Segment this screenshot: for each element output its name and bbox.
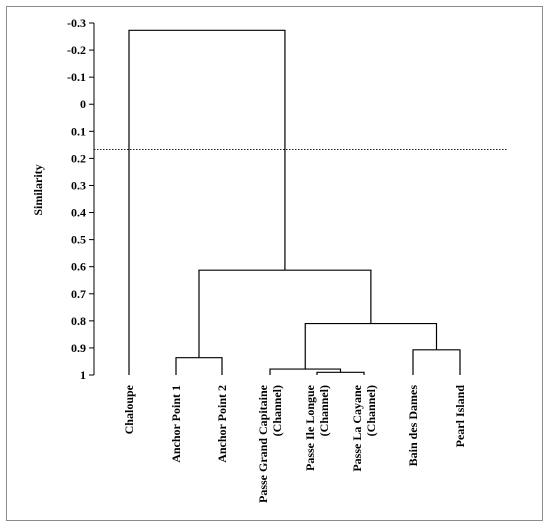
y-tick-label: 0.1 [71, 124, 86, 138]
leaf-label: Passe Grand Capitaine (Channel) [256, 384, 284, 503]
y-tick-label: 0.2 [71, 151, 86, 165]
y-tick-label: 1 [80, 368, 86, 382]
y-tick-label: -0.2 [67, 43, 86, 57]
leaf-label-line: (Channel) [270, 385, 284, 436]
leaf-label-line: (Channel) [317, 385, 331, 436]
leaf-label: Pearl Island [453, 385, 467, 448]
y-tick-label: 0.6 [71, 260, 86, 274]
dendrogram-links [128, 29, 461, 375]
leaf-label-line: Anchor Point 1 [169, 385, 183, 463]
leaf-label: Bain des Dames [406, 385, 420, 467]
leaf-label: Passe La Cayane (Channel) [350, 384, 378, 471]
chart-frame [6, 6, 543, 521]
dendrogram-link [175, 357, 223, 375]
leaf-label-line: Passe La Cayane [350, 384, 364, 471]
leaf-label: Passe Ile Longue (Channel) [303, 384, 331, 471]
dendrogram-link [198, 269, 372, 358]
leaf-label-line: Passe Ile Longue [303, 384, 317, 471]
leaf-label-line: Chaloupe [122, 384, 136, 434]
leaf-label-line: Anchor Point 2 [215, 385, 229, 463]
leaf-label: Chaloupe [122, 384, 136, 434]
y-tick-label: -0.1 [67, 70, 86, 84]
leaf-label-line: (Channel) [364, 385, 378, 436]
leaf-label-line: Pearl Island [453, 385, 467, 448]
y-tick-label: 0.8 [71, 314, 86, 328]
dendrogram-link [304, 322, 438, 370]
leaf-labels: Chaloupe Anchor Point 1 Anchor Point 2 Pass… [122, 384, 467, 503]
y-axis: -0.3 -0.2 -0.1 0 0.1 0.2 0.3 0.4 0.5 0.6 0.7 0.8 0.9… [67, 16, 95, 382]
dendrogram-link [412, 349, 461, 375]
y-tick-label: 0.3 [71, 178, 86, 192]
leaf-label: Anchor Point 1 [169, 385, 183, 463]
y-tick-label: 0.4 [71, 206, 86, 220]
leaf-label: Anchor Point 2 [215, 385, 229, 463]
y-tick-label: 0.5 [71, 233, 86, 247]
y-axis-label: Similarity [31, 164, 45, 215]
dendrogram-link [316, 371, 365, 375]
y-tick-label: 0 [80, 97, 86, 111]
dendrogram-link [128, 29, 286, 375]
y-tick-label: 0.9 [71, 341, 86, 355]
leaf-label-line: Bain des Dames [406, 385, 420, 467]
y-tick-label: -0.3 [67, 16, 86, 30]
leaf-label-line: Passe Grand Capitaine [256, 384, 270, 503]
y-tick-label: 0.7 [71, 287, 86, 301]
